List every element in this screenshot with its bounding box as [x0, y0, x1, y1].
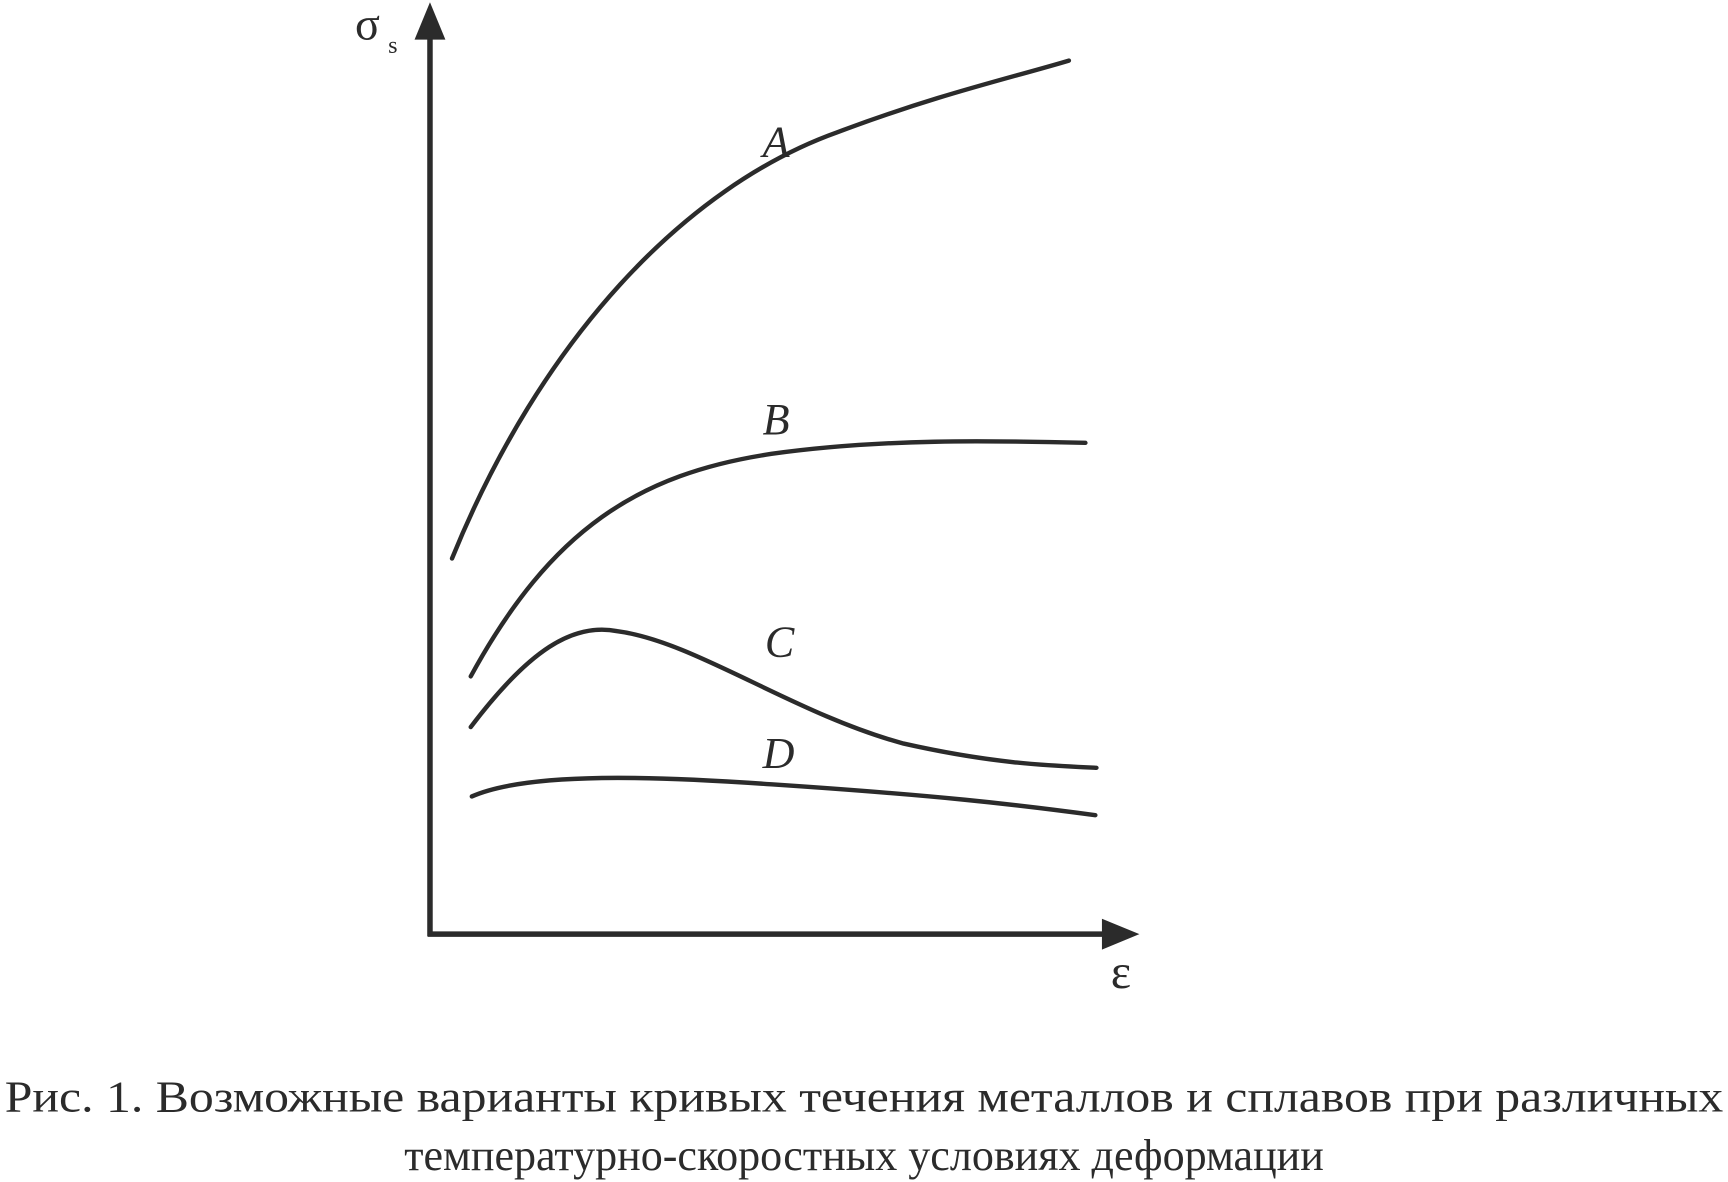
x-axis-label: ε: [1111, 946, 1131, 999]
curve-label: B: [763, 395, 790, 444]
caption-line: Рис. 1. Возможные варианты кривых течени…: [5, 1072, 1723, 1121]
curve-d: [469, 775, 1098, 818]
y-axis-subscript: s: [388, 32, 397, 59]
curve-c: [468, 627, 1099, 771]
curve-label: D: [762, 729, 795, 778]
curve-b: [468, 439, 1088, 679]
curve-label: A: [760, 117, 791, 166]
caption-line: температурно-скоростных условиях деформа…: [404, 1131, 1324, 1180]
y-axis-arrow: [414, 2, 446, 40]
curve-label: C: [765, 618, 795, 667]
curve-a: [449, 58, 1072, 561]
x-axis-arrow: [1101, 918, 1140, 950]
y-axis-label: σ: [355, 0, 380, 51]
